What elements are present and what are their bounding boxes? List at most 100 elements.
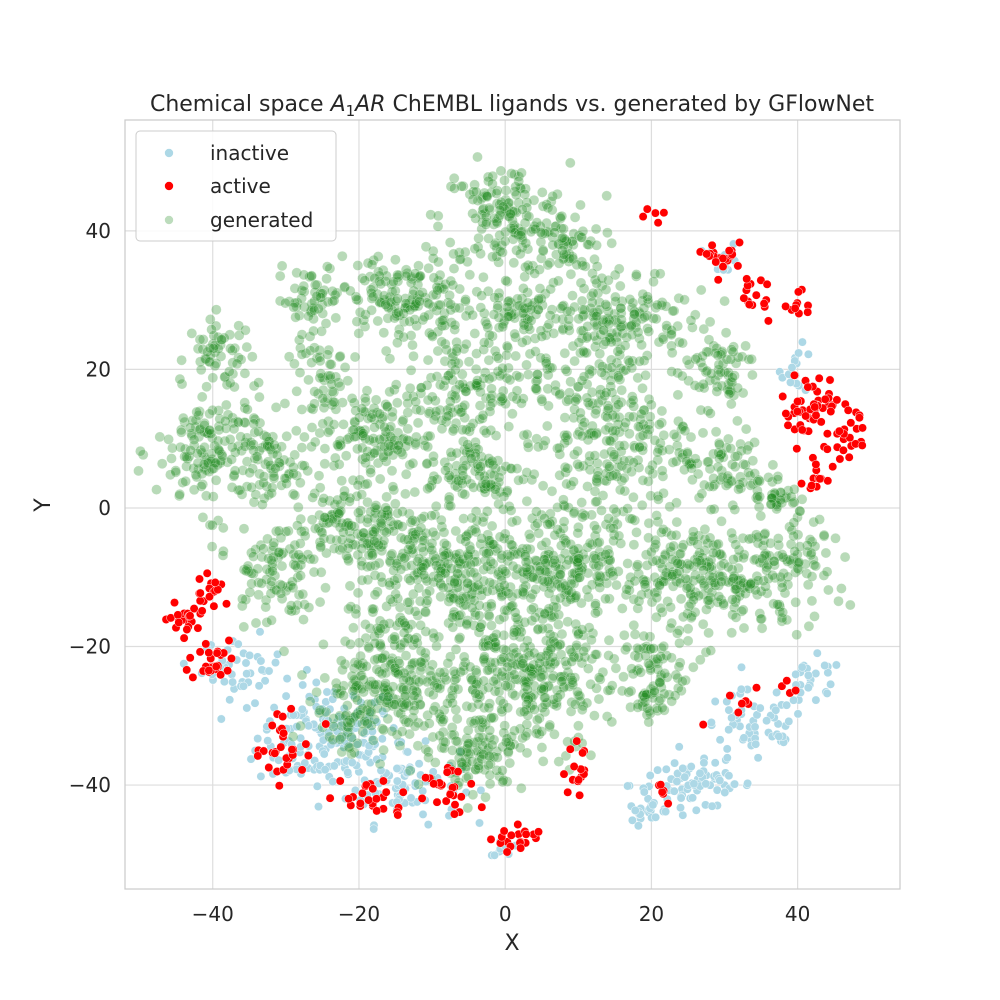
data-point: [376, 518, 387, 529]
data-point: [742, 274, 752, 284]
data-point: [325, 793, 335, 803]
data-point: [822, 688, 832, 698]
data-point: [449, 809, 459, 819]
y-tick-label: 20: [86, 357, 111, 381]
data-point: [530, 383, 542, 394]
data-point: [386, 465, 398, 477]
data-point: [479, 187, 490, 199]
data-point: [519, 641, 530, 653]
data-point: [192, 457, 204, 469]
data-point: [548, 328, 559, 339]
data-point: [392, 444, 403, 456]
data-point: [509, 669, 520, 680]
data-point: [586, 634, 597, 646]
data-point: [256, 656, 266, 666]
data-point: [463, 738, 474, 749]
data-point: [480, 211, 492, 222]
data-point: [454, 247, 465, 258]
data-point: [702, 249, 712, 259]
data-point: [666, 695, 677, 707]
data-point: [633, 821, 643, 831]
data-point: [413, 272, 424, 284]
legend-marker-inactive: [164, 148, 174, 158]
data-point: [339, 362, 351, 373]
data-point: [803, 382, 813, 392]
data-point: [303, 374, 314, 386]
data-point: [402, 302, 413, 313]
data-point: [242, 669, 252, 679]
data-point: [404, 382, 416, 394]
data-point: [603, 513, 614, 524]
data-point: [377, 734, 387, 744]
data-point: [356, 698, 366, 707]
data-point: [326, 740, 336, 750]
data-point: [730, 584, 741, 595]
data-point: [494, 199, 505, 210]
data-point: [378, 692, 388, 702]
data-point: [477, 191, 489, 203]
data-point: [466, 602, 478, 614]
data-point: [539, 608, 551, 619]
data-point: [221, 399, 232, 411]
data-point: [600, 549, 611, 560]
data-point: [665, 601, 676, 613]
data-point: [419, 292, 431, 303]
data-point: [726, 627, 737, 639]
data-point: [352, 719, 362, 729]
data-point: [445, 181, 457, 192]
data-point: [188, 672, 198, 682]
data-point: [610, 291, 621, 303]
data-point: [372, 754, 382, 764]
data-point: [352, 694, 363, 706]
data-point: [559, 233, 570, 245]
data-point: [455, 253, 466, 265]
data-point: [447, 425, 459, 437]
data-point: [494, 531, 506, 543]
data-point: [314, 482, 326, 493]
data-point: [516, 226, 527, 238]
data-point: [607, 470, 619, 481]
data-point: [394, 310, 405, 321]
data-point: [857, 440, 867, 450]
data-point: [426, 329, 438, 341]
data-point: [408, 690, 420, 701]
data-point: [256, 578, 267, 589]
data-point: [409, 634, 420, 645]
data-point: [797, 662, 807, 672]
data-point: [312, 781, 322, 791]
data-point: [482, 171, 494, 183]
data-point: [576, 430, 588, 442]
data-point: [264, 666, 274, 676]
data-point: [506, 168, 517, 179]
data-point: [562, 241, 574, 252]
data-point: [468, 186, 479, 197]
data-point: [439, 307, 450, 319]
data-point: [255, 627, 265, 637]
data-point: [502, 205, 513, 217]
data-point: [378, 724, 389, 736]
data-point: [454, 302, 465, 314]
data-point: [777, 582, 788, 593]
data-point: [448, 173, 460, 184]
data-point: [497, 362, 508, 374]
data-point: [413, 676, 425, 688]
data-point: [718, 262, 728, 272]
data-point: [369, 535, 380, 547]
data-point: [787, 497, 799, 509]
data-point: [536, 742, 548, 753]
data-point: [743, 778, 753, 788]
data-point: [608, 449, 620, 460]
data-point: [417, 314, 429, 326]
data-point: [830, 533, 841, 544]
data-point: [600, 593, 611, 605]
data-point: [833, 595, 844, 607]
data-point: [382, 691, 394, 703]
data-point: [810, 402, 820, 412]
data-point: [547, 191, 559, 202]
data-point: [570, 590, 582, 601]
data-point: [240, 565, 252, 577]
data-point: [362, 513, 374, 525]
data-point: [710, 697, 720, 706]
data-point: [589, 710, 600, 721]
